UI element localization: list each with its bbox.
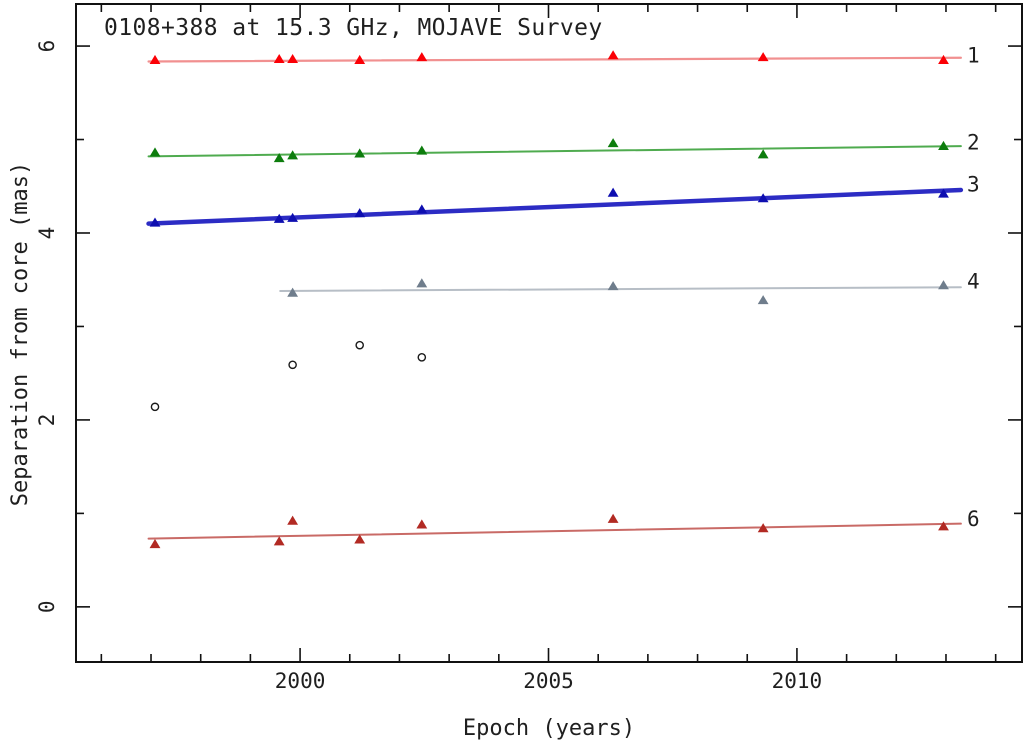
data-point-1-triangle — [757, 52, 769, 62]
data-point-4-triangle — [416, 278, 428, 288]
series-4: 4 — [279, 270, 980, 305]
data-point-open-circle — [150, 402, 160, 412]
data-point-1-triangle — [273, 53, 285, 64]
data-point-4-triangle — [607, 281, 619, 291]
data-point-6-triangle — [938, 521, 949, 531]
series-unlabeled — [150, 340, 427, 412]
data-point-6-triangle — [416, 519, 428, 529]
data-point-3-triangle — [757, 193, 769, 203]
y-tick-label: 0 — [35, 601, 59, 614]
plot-frame — [75, 3, 1023, 663]
data-point-1-triangle — [607, 50, 619, 60]
data-point-6-triangle — [607, 513, 619, 523]
data-point-open-circle — [417, 353, 427, 362]
data-point-2-triangle — [938, 140, 949, 150]
data-point-3-triangle — [273, 213, 285, 223]
x-tick-label: 2000 — [275, 669, 326, 693]
fit-line-1 — [147, 56, 962, 63]
series-2: 2 — [147, 130, 980, 163]
series-3: 3 — [146, 172, 980, 227]
series-label-4: 4 — [967, 270, 980, 294]
data-point-4-triangle — [287, 287, 299, 297]
data-point-4-triangle — [757, 295, 769, 305]
data-point-2-triangle — [607, 138, 619, 148]
series-label-2: 2 — [967, 130, 980, 154]
data-point-1-triangle — [354, 54, 366, 64]
data-point-6-triangle — [354, 534, 366, 544]
fit-line-3 — [146, 187, 964, 226]
y-tick-label: 4 — [35, 227, 59, 240]
data-point-2-triangle — [354, 148, 366, 158]
series-label-6: 6 — [967, 507, 980, 531]
data-point-open-circle — [355, 340, 365, 350]
data-point-6-triangle — [287, 515, 299, 525]
series-6: 6 — [147, 507, 980, 549]
y-axis-label: Separation from core (mas) — [8, 161, 33, 507]
data-point-1-triangle — [416, 52, 428, 62]
series-1: 1 — [147, 43, 980, 67]
data-point-4-triangle — [938, 280, 949, 290]
data-point-2-triangle — [287, 150, 299, 160]
data-point-3-triangle — [287, 212, 299, 222]
data-point-3-triangle — [938, 188, 949, 198]
y-tick-label: 2 — [35, 414, 59, 427]
data-point-2-triangle — [416, 145, 428, 155]
fit-line-4 — [279, 286, 962, 292]
data-point-6-triangle — [149, 539, 161, 549]
data-point-3-triangle — [607, 187, 619, 197]
data-point-3-triangle — [149, 217, 161, 227]
data-point-2-triangle — [757, 149, 769, 159]
y-tick-label: 6 — [35, 40, 59, 53]
x-tick-label: 2010 — [772, 669, 823, 693]
data-point-3-triangle — [354, 208, 366, 218]
data-point-open-circle — [288, 360, 297, 370]
data-point-3-triangle — [416, 204, 428, 214]
chart-title: 0108+388 at 15.3 GHz, MOJAVE Survey — [104, 15, 603, 41]
data-point-1-triangle — [149, 54, 161, 64]
series-label-3: 3 — [967, 172, 980, 196]
fit-line-2 — [147, 145, 962, 158]
data-point-1-triangle — [287, 53, 299, 64]
x-axis-label: Epoch (years) — [462, 716, 636, 741]
fit-line-6 — [147, 522, 962, 540]
data-point-2-triangle — [273, 153, 285, 163]
data-point-2-triangle — [149, 147, 161, 157]
data-point-6-triangle — [273, 536, 285, 546]
x-tick-label: 2005 — [523, 669, 574, 693]
data-point-6-triangle — [757, 523, 769, 533]
series-label-1: 1 — [967, 43, 980, 67]
data-point-1-triangle — [938, 54, 949, 64]
